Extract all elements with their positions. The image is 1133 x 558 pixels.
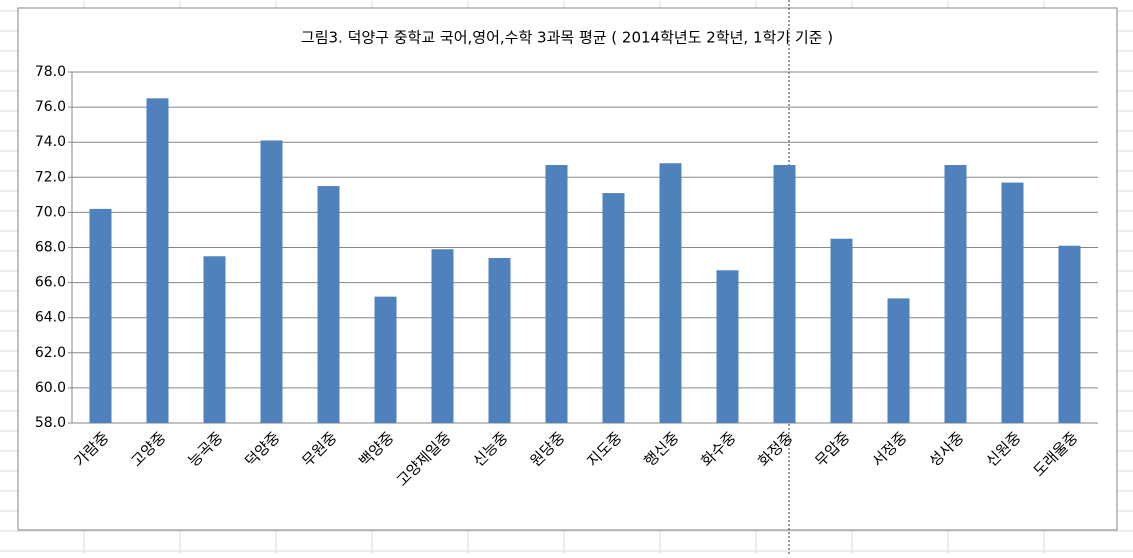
- y-tick-label: 60.0: [35, 380, 66, 396]
- y-tick-label: 70.0: [35, 204, 66, 220]
- bar: [203, 256, 226, 423]
- y-tick-label: 68.0: [35, 240, 66, 256]
- bar: [89, 208, 112, 423]
- y-tick-label: 74.0: [35, 134, 66, 150]
- bar: [602, 193, 625, 423]
- bar: [146, 98, 169, 423]
- bar: [659, 163, 682, 423]
- bar: [716, 270, 739, 423]
- bar: [887, 298, 910, 423]
- y-tick-label: 62.0: [35, 345, 66, 361]
- bar: [944, 165, 967, 423]
- y-tick-label: 72.0: [35, 169, 66, 185]
- y-tick-label: 78.0: [35, 64, 66, 80]
- bar: [260, 140, 283, 423]
- y-tick-label: 58.0: [35, 415, 66, 431]
- chart-title: 그림3. 덕양구 중학교 국어,영어,수학 3과목 평균 ( 2014학년도 2…: [301, 29, 833, 47]
- bar: [773, 165, 796, 423]
- bar: [431, 249, 454, 423]
- bar: [1058, 245, 1081, 423]
- bar: [488, 258, 511, 423]
- bar: [1001, 182, 1024, 423]
- bar: [317, 186, 340, 423]
- y-tick-label: 64.0: [35, 310, 66, 326]
- y-tick-label: 66.0: [35, 275, 66, 291]
- bar: [830, 238, 853, 423]
- bar: [374, 296, 397, 423]
- bar: [545, 165, 568, 423]
- y-tick-label: 76.0: [35, 99, 66, 115]
